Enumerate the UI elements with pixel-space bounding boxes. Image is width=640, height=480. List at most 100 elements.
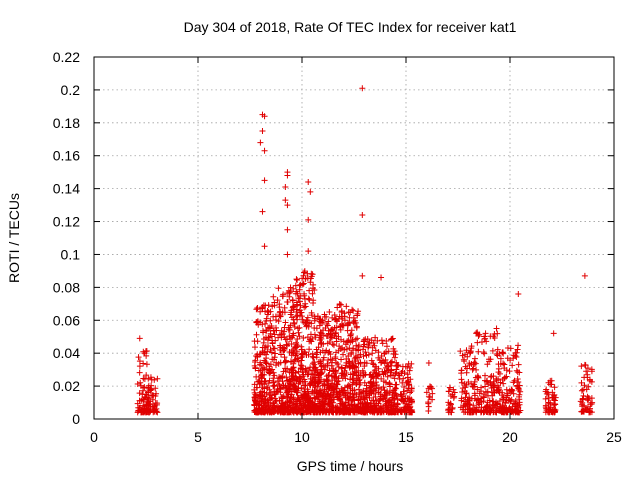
data-point — [276, 375, 283, 382]
data-point — [389, 335, 396, 342]
data-point — [338, 370, 345, 377]
data-point — [318, 399, 325, 406]
data-point — [582, 362, 589, 369]
data-point — [360, 387, 367, 394]
data-point — [461, 358, 468, 365]
data-point — [343, 359, 350, 366]
data-point — [326, 348, 333, 355]
data-point — [293, 352, 300, 359]
data-point — [360, 394, 367, 401]
data-point — [282, 382, 289, 389]
data-point — [252, 364, 259, 371]
data-point — [377, 395, 384, 402]
data-point — [257, 139, 264, 146]
data-point — [313, 390, 320, 397]
data-point — [315, 372, 322, 379]
data-point — [293, 402, 300, 409]
y-tick-label: 0.18 — [53, 115, 80, 131]
data-point — [340, 351, 347, 358]
data-point — [305, 351, 312, 358]
data-point — [449, 391, 456, 398]
data-point — [352, 319, 359, 326]
x-tick-label: 20 — [502, 429, 518, 445]
data-point — [485, 356, 492, 363]
data-point — [457, 348, 464, 355]
data-point — [298, 357, 305, 364]
data-point — [349, 371, 356, 378]
data-point — [504, 392, 511, 399]
data-point — [297, 409, 304, 416]
data-point — [136, 363, 143, 370]
data-point — [425, 403, 432, 410]
data-point — [310, 354, 317, 361]
data-point — [344, 321, 351, 328]
data-point — [339, 401, 346, 408]
data-point — [368, 374, 375, 381]
data-point — [143, 372, 150, 379]
data-point — [383, 392, 390, 399]
x-axis-label: GPS time / hours — [297, 458, 404, 474]
data-point — [497, 355, 504, 362]
data-point — [266, 377, 273, 384]
data-point — [307, 279, 314, 286]
data-point — [333, 329, 340, 336]
data-point — [514, 375, 521, 382]
data-point — [253, 373, 260, 380]
data-point — [295, 385, 302, 392]
data-point — [360, 346, 367, 353]
data-point — [253, 353, 260, 360]
data-point — [493, 351, 500, 358]
data-point — [311, 286, 318, 293]
data-point — [308, 309, 315, 316]
data-point — [360, 353, 367, 360]
data-point — [309, 350, 316, 357]
data-point — [288, 391, 295, 398]
data-point — [263, 360, 270, 367]
data-point — [337, 322, 344, 329]
x-tick-labels: 0 5 10 15 20 25 — [90, 429, 622, 445]
data-point — [505, 397, 512, 404]
data-point — [272, 362, 279, 369]
data-point — [353, 364, 360, 371]
data-point — [378, 337, 385, 344]
data-point — [478, 338, 485, 345]
data-point — [480, 407, 487, 414]
data-point — [276, 301, 283, 308]
data-point — [356, 389, 363, 396]
data-point — [515, 361, 522, 368]
data-point — [511, 407, 518, 414]
data-point — [282, 197, 289, 204]
data-point — [287, 394, 294, 401]
data-point — [500, 350, 507, 357]
data-point — [355, 401, 362, 408]
data-point — [319, 382, 326, 389]
data-point — [305, 390, 312, 397]
data-point — [357, 360, 364, 367]
data-point — [581, 272, 588, 279]
data-point — [458, 376, 465, 383]
data-point — [279, 373, 286, 380]
data-point — [291, 320, 298, 327]
data-point — [154, 409, 161, 416]
data-point — [332, 408, 339, 415]
data-point — [474, 339, 481, 346]
x-tick-label: 0 — [90, 429, 98, 445]
data-point — [471, 378, 478, 385]
data-point — [289, 406, 296, 413]
data-point — [257, 393, 264, 400]
data-point — [339, 313, 346, 320]
data-point — [339, 344, 346, 351]
data-point — [363, 360, 370, 367]
data-point — [369, 350, 376, 357]
data-point — [547, 381, 554, 388]
data-point — [294, 276, 301, 283]
data-point — [362, 409, 369, 416]
data-point — [270, 382, 277, 389]
data-point — [260, 329, 267, 336]
data-point — [318, 340, 325, 347]
data-point — [136, 335, 143, 342]
data-point — [402, 363, 409, 370]
data-point — [262, 408, 269, 415]
data-point — [381, 360, 388, 367]
data-point — [306, 319, 313, 326]
